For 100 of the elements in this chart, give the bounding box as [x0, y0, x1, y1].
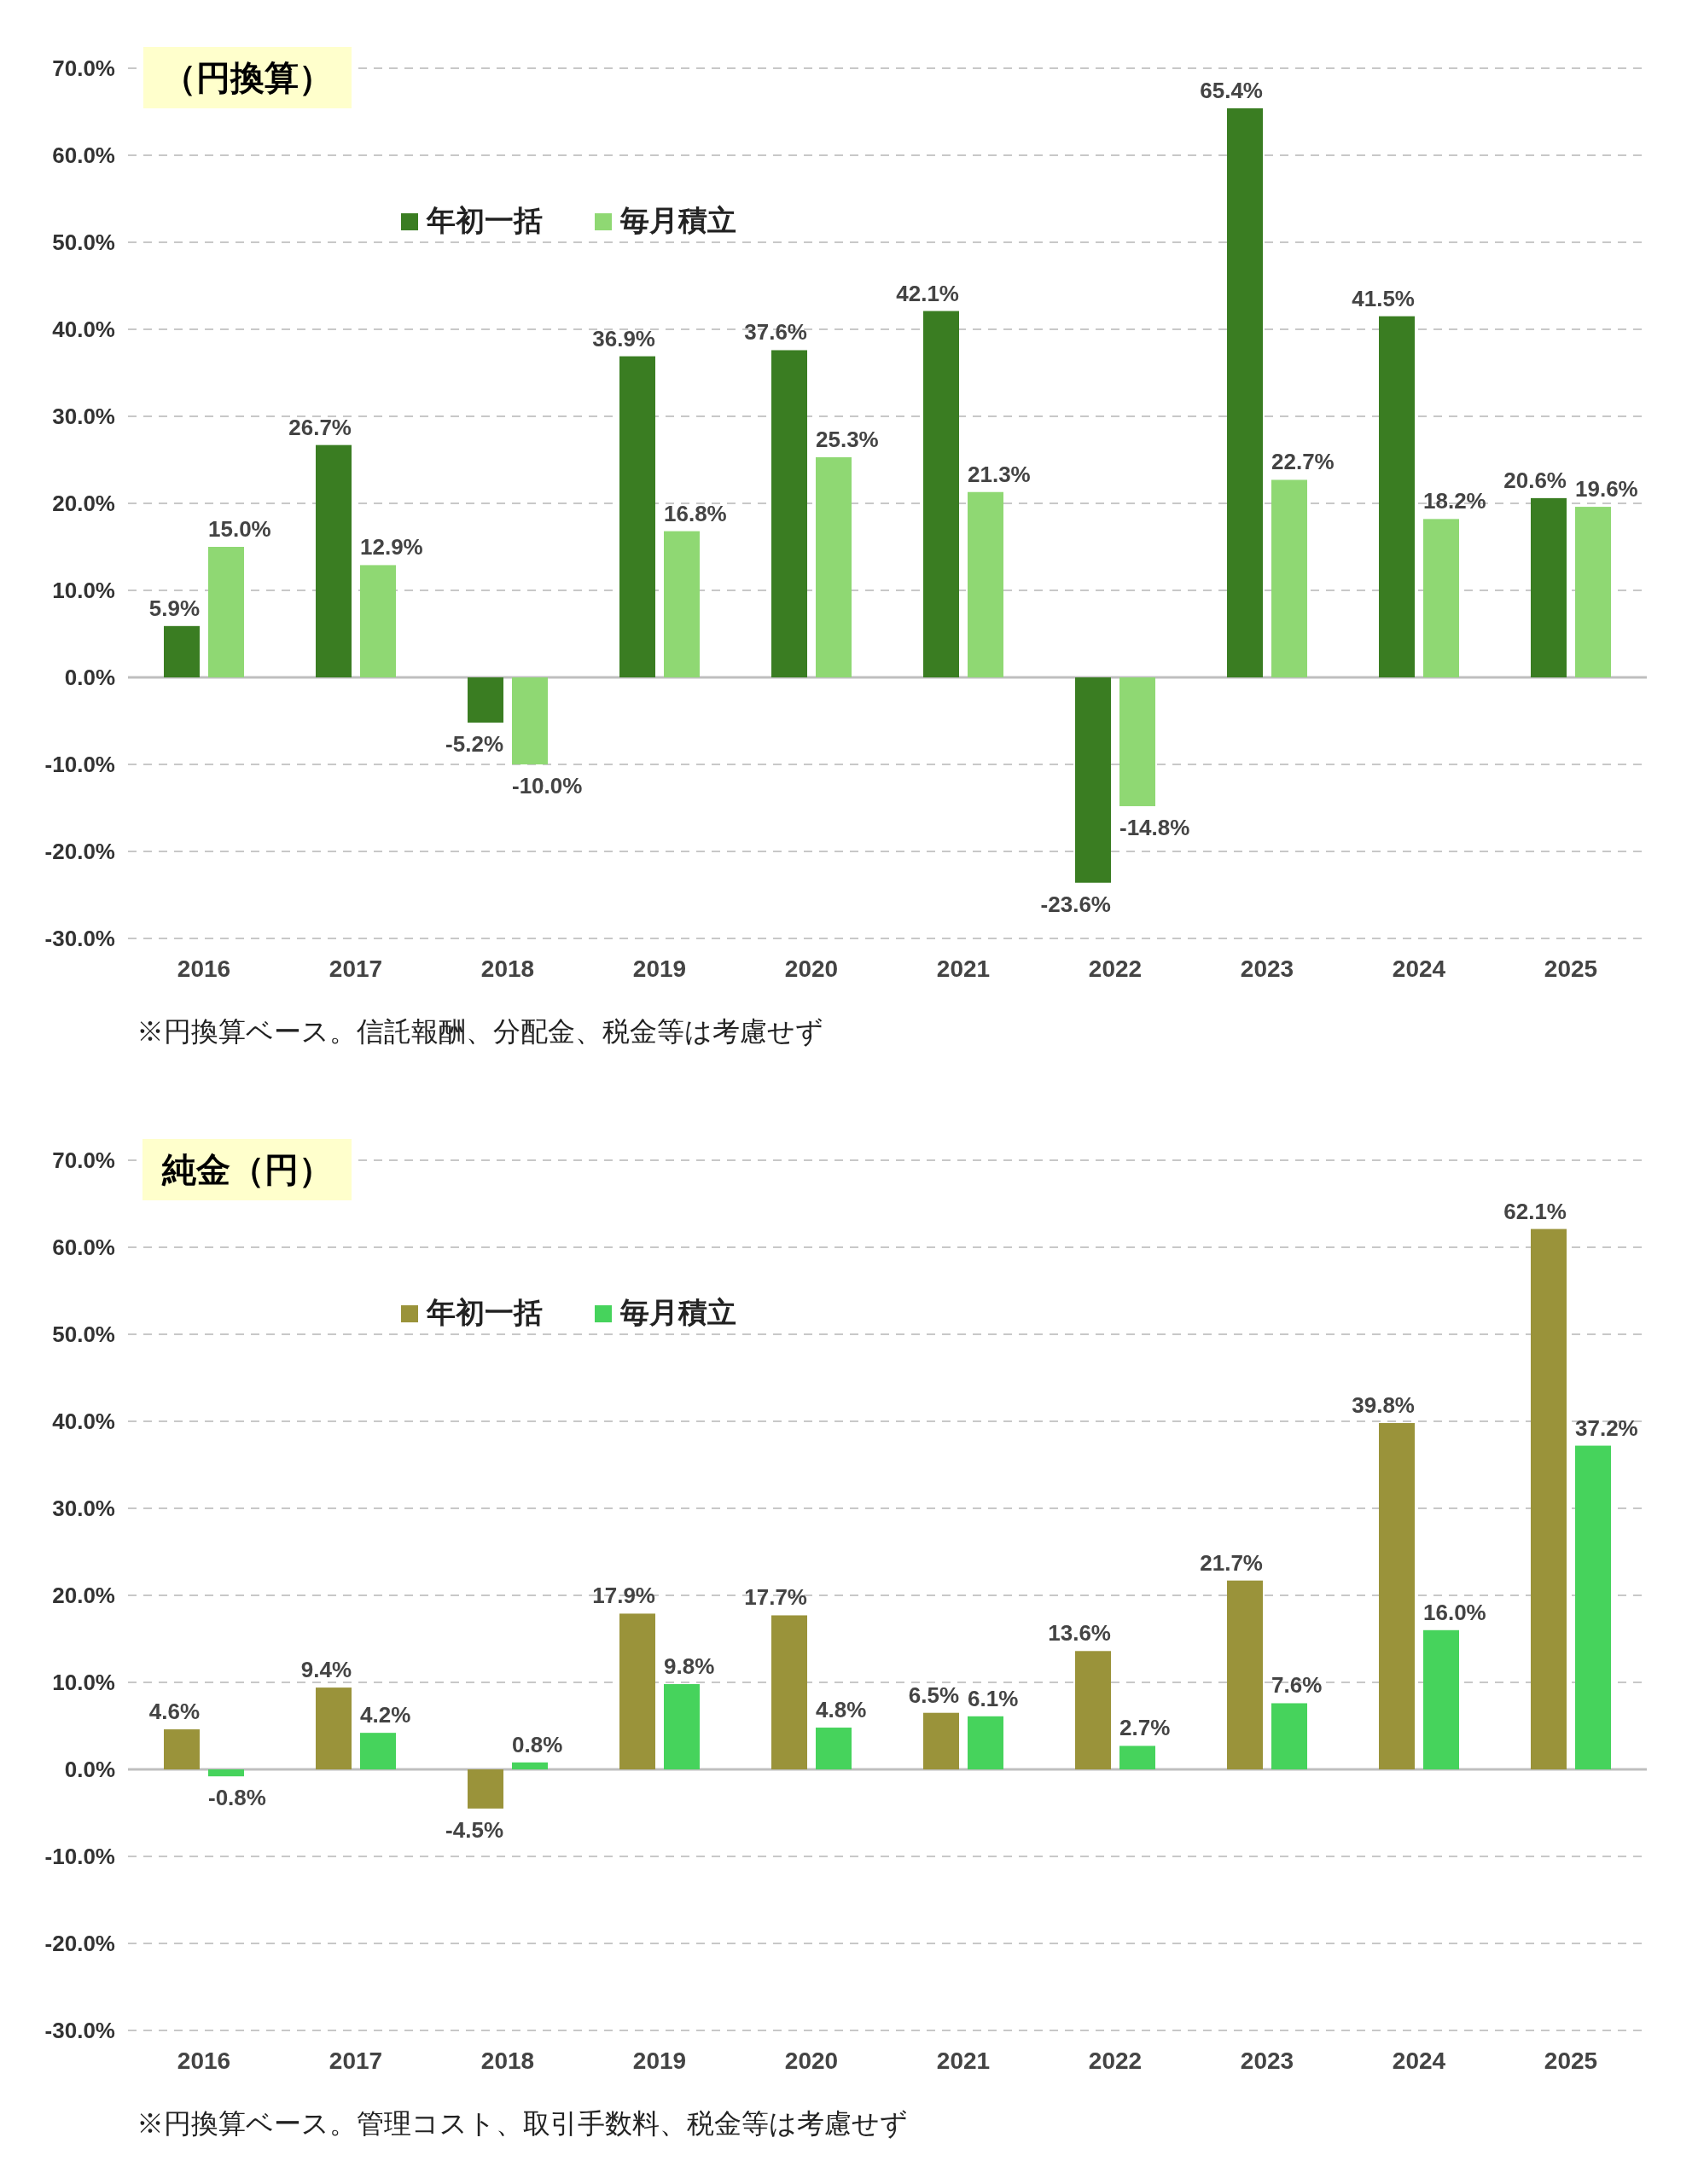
x-tick-label: 2024	[1392, 956, 1446, 982]
bar	[1227, 1580, 1263, 1769]
bar	[968, 491, 1003, 677]
x-tick-label: 2021	[936, 956, 991, 982]
bar	[1423, 519, 1459, 677]
data-label: -10.0%	[512, 773, 583, 799]
y-tick-label: 70.0%	[52, 55, 115, 81]
bar	[316, 444, 352, 677]
bar	[664, 1684, 700, 1769]
data-label: 4.6%	[148, 1699, 200, 1725]
x-tick-label: 2023	[1240, 2048, 1294, 2074]
data-label: -0.8%	[208, 1785, 266, 1811]
y-tick-label: 70.0%	[52, 1147, 115, 1173]
data-label: 25.3%	[816, 426, 879, 452]
x-tick-label: 2017	[329, 2048, 383, 2074]
bar	[664, 531, 700, 677]
bar	[619, 1613, 655, 1769]
data-label: 18.2%	[1423, 488, 1486, 514]
x-tick-label: 2016	[177, 956, 231, 982]
y-tick-label: 20.0%	[52, 491, 115, 516]
data-label: 17.7%	[744, 1584, 807, 1611]
data-label: -5.2%	[445, 731, 503, 758]
legend-label: 年初一括	[426, 204, 543, 236]
data-label: 4.8%	[816, 1697, 867, 1723]
data-label: 12.9%	[360, 534, 423, 561]
data-label: 20.6%	[1503, 467, 1567, 493]
legend-label: 毎月積立	[619, 1296, 736, 1328]
bar	[816, 456, 852, 677]
legend-label: 年初一括	[426, 1296, 543, 1328]
bar	[1075, 677, 1111, 883]
data-label: 26.7%	[288, 414, 352, 440]
data-label: 13.6%	[1048, 1620, 1111, 1647]
data-label: 2.7%	[1119, 1715, 1171, 1741]
data-label: 15.0%	[208, 516, 271, 542]
data-label: 9.4%	[300, 1657, 352, 1683]
data-label: 6.1%	[968, 1685, 1019, 1711]
chart-title: 純金（円）	[161, 1151, 333, 1188]
data-label: 65.4%	[1200, 77, 1263, 103]
bar	[164, 1729, 200, 1769]
data-label: 22.7%	[1271, 449, 1335, 475]
bar	[1119, 1745, 1155, 1769]
x-tick-label: 2025	[1544, 956, 1598, 982]
y-tick-label: -30.0%	[44, 926, 115, 951]
bar	[1271, 479, 1307, 677]
bar	[968, 1716, 1003, 1769]
bar	[1271, 1703, 1307, 1769]
data-label: 36.9%	[592, 325, 655, 351]
bar	[923, 311, 959, 677]
bar	[1379, 316, 1415, 677]
bar	[771, 350, 807, 677]
y-tick-label: -10.0%	[44, 1844, 115, 1869]
bar	[468, 677, 503, 723]
x-tick-label: 2016	[177, 2048, 231, 2074]
bar	[619, 356, 655, 677]
x-tick-label: 2020	[784, 2048, 839, 2074]
data-label: 6.5%	[908, 1682, 959, 1708]
y-tick-label: 50.0%	[52, 1321, 115, 1347]
data-label: 7.6%	[1271, 1672, 1323, 1699]
y-tick-label: 20.0%	[52, 1583, 115, 1608]
bar	[1575, 1445, 1611, 1769]
bar	[360, 565, 396, 677]
x-tick-label: 2020	[784, 956, 839, 982]
y-tick-label: 60.0%	[52, 1234, 115, 1260]
text: ※円換算ベース。信託報酬、分配金、税金等は考慮せず	[137, 1016, 823, 1047]
data-label: -4.5%	[445, 1816, 503, 1843]
bar	[1575, 507, 1611, 677]
data-label: 17.9%	[592, 1583, 655, 1609]
bar	[512, 677, 548, 764]
bar	[1531, 497, 1567, 677]
data-label: 0.8%	[512, 1731, 563, 1757]
data-label: 37.6%	[744, 319, 807, 346]
x-tick-label: 2022	[1088, 2048, 1143, 2074]
x-tick-label: 2018	[480, 956, 535, 982]
bar	[1227, 107, 1263, 677]
data-label: 9.8%	[664, 1653, 715, 1680]
data-label: 39.8%	[1352, 1392, 1415, 1419]
bar	[923, 1712, 959, 1769]
y-tick-label: 30.0%	[52, 1496, 115, 1521]
y-tick-label: 10.0%	[52, 1670, 115, 1695]
data-label: 21.7%	[1200, 1549, 1263, 1576]
y-tick-label: -10.0%	[44, 752, 115, 777]
bar	[1075, 1651, 1111, 1769]
y-tick-label: 50.0%	[52, 229, 115, 255]
bar	[316, 1687, 352, 1769]
data-label: 42.1%	[896, 280, 959, 306]
y-tick-label: 0.0%	[64, 665, 115, 690]
x-tick-label: 2025	[1544, 2048, 1598, 2074]
data-label: 19.6%	[1575, 476, 1638, 502]
bar	[771, 1615, 807, 1769]
y-tick-label: 30.0%	[52, 404, 115, 429]
data-label: 16.8%	[664, 500, 727, 526]
bar	[468, 1769, 503, 1809]
data-label: -14.8%	[1119, 814, 1190, 840]
bar	[512, 1762, 548, 1769]
y-tick-label: 0.0%	[64, 1757, 115, 1782]
data-label: 62.1%	[1503, 1198, 1567, 1224]
bar	[816, 1728, 852, 1769]
y-tick-label: 40.0%	[52, 317, 115, 342]
x-tick-label: 2021	[936, 2048, 991, 2074]
data-label: 21.3%	[968, 461, 1031, 487]
